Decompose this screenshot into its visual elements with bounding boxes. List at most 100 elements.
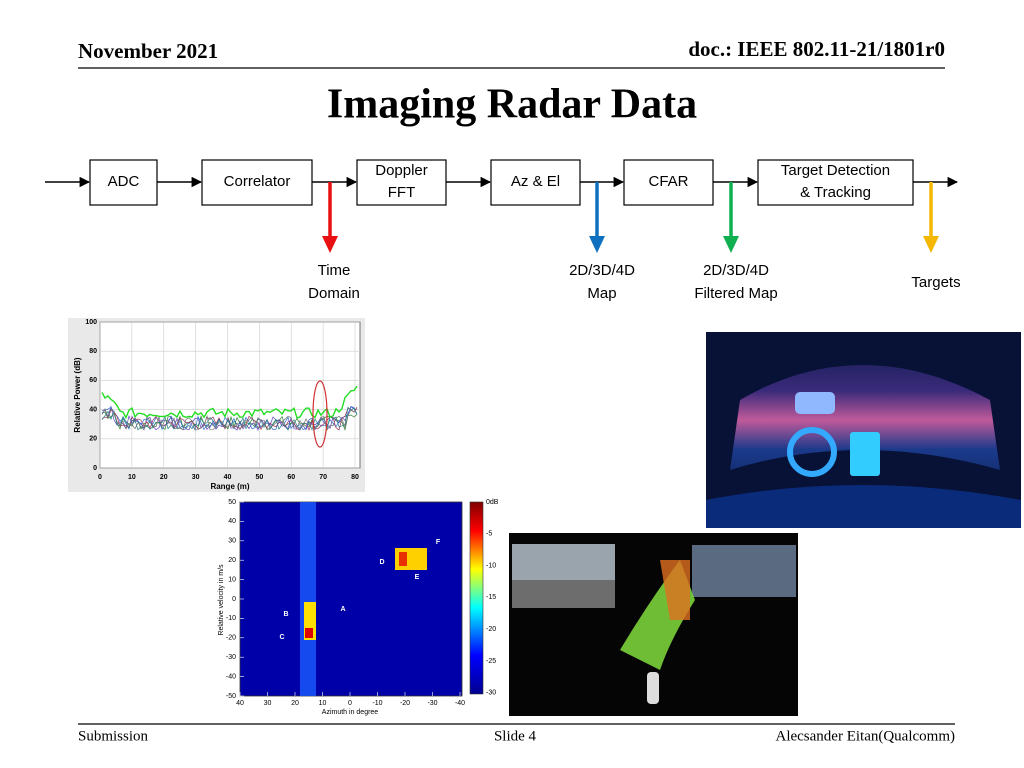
ego-car [647, 672, 659, 704]
colorbar-label: -10 [486, 562, 496, 569]
colorbar [469, 501, 484, 695]
noise-trace [101, 407, 358, 431]
heatmap-blob [305, 628, 313, 638]
y-tick-label: 80 [89, 348, 97, 355]
block [356, 159, 447, 206]
target-highlight [312, 380, 328, 448]
y-tick-label: -50 [226, 693, 236, 700]
heatmap-blob [399, 552, 407, 566]
footer-left: Submission [78, 728, 149, 744]
footer-right: Alecsander Eitan(Qualcomm) [775, 728, 955, 744]
colorbar-label: -15 [486, 594, 496, 601]
heatmap [239, 501, 463, 697]
block-label: FFT [388, 184, 416, 201]
y-tick-label: -20 [226, 635, 236, 642]
x-tick-label: 80 [351, 474, 359, 481]
dashboard [706, 485, 1021, 528]
x-tick-label: 60 [287, 474, 295, 481]
colorbar-label: -25 [486, 658, 496, 665]
block-label: Doppler [375, 162, 428, 179]
x-tick-label: 30 [264, 700, 272, 707]
point-label: E [415, 574, 420, 581]
y-tick-label: 50 [228, 499, 236, 506]
y-axis-label: Relative velocity in m/s [218, 564, 225, 636]
x-tick-label: 0 [348, 700, 352, 707]
point-label: F [436, 539, 441, 546]
x-tick-label: 50 [255, 474, 263, 481]
x-tick-label: 10 [319, 700, 327, 707]
point-label: A [340, 606, 345, 613]
output-label: 2D/3D/4D [703, 262, 769, 279]
point-label: B [283, 611, 288, 618]
output-label: Targets [911, 274, 960, 291]
output-label: 2D/3D/4D [569, 262, 635, 279]
output-arrowhead [322, 236, 338, 253]
steering-wheel [787, 427, 837, 477]
x-tick-label: 30 [192, 474, 200, 481]
point-label: D [379, 559, 384, 566]
x-axis-label: Range (m) [210, 482, 249, 491]
car-frame [706, 332, 1021, 528]
colorbar-label: -5 [486, 531, 492, 538]
output-label: Map [587, 285, 616, 302]
y-tick-label: 0 [232, 596, 236, 603]
colorbar-label: -20 [486, 626, 496, 633]
parking-inset [692, 545, 796, 597]
point-label: C [279, 634, 284, 641]
colorbar-label: 0dB [486, 499, 499, 506]
y-tick-label: 40 [89, 406, 97, 413]
car-image [706, 332, 1021, 528]
block-label: CFAR [648, 173, 688, 190]
tablet [850, 432, 880, 476]
block [201, 159, 313, 206]
header-date: November 2021 [78, 39, 218, 63]
output-arrowhead [923, 236, 939, 253]
y-axis-label: Relative Power (dB) [73, 357, 82, 432]
heatmap-stripe [300, 502, 316, 696]
y-tick-label: 20 [89, 436, 97, 443]
block-label: Target Detection [781, 162, 890, 179]
y-tick-label: 100 [85, 319, 97, 326]
x-tick-label: 20 [291, 700, 299, 707]
x-tick-label: 0 [98, 474, 102, 481]
camera-road [512, 580, 615, 608]
strong-trace [101, 385, 358, 420]
x-tick-label: -10 [372, 700, 382, 707]
output-label: Time [318, 262, 351, 279]
footer-center: Slide 4 [494, 728, 537, 744]
x-tick-label: -20 [400, 700, 410, 707]
x-tick-label: 20 [160, 474, 168, 481]
block-label: & Tracking [800, 184, 871, 201]
y-tick-label: -30 [226, 654, 236, 661]
y-tick-label: 10 [228, 576, 236, 583]
x-tick-label: -30 [427, 700, 437, 707]
y-tick-label: 30 [228, 538, 236, 545]
output-arrowhead [589, 236, 605, 253]
x-tick-label: 40 [236, 700, 244, 707]
y-tick-label: 0 [93, 465, 97, 472]
output-label: Filtered Map [694, 285, 777, 302]
block-diagram: ADC Correlator Doppler FFT Az & El CFAR Target… [45, 159, 961, 302]
car-icon [795, 392, 835, 414]
y-tick-label: 60 [89, 377, 97, 384]
x-axis-label: Azimuth in degree [322, 709, 379, 716]
output-arrowhead [723, 236, 739, 253]
x-tick-label: 10 [128, 474, 136, 481]
point-cloud [660, 560, 690, 620]
slide-title: Imaging Radar Data [327, 82, 697, 128]
x-tick-label: 40 [224, 474, 232, 481]
noise-trace [101, 408, 358, 431]
colorbar-label: -30 [486, 690, 496, 697]
header-doc: doc.: IEEE 802.11-21/1801r0 [688, 37, 945, 61]
x-tick-label: 70 [319, 474, 327, 481]
block-label: ADC [108, 173, 140, 190]
block-label: Correlator [224, 173, 291, 190]
block-label: Az & El [511, 173, 560, 190]
y-tick-label: -10 [226, 615, 236, 622]
output-label: Domain [308, 285, 360, 302]
x-tick-label: -40 [455, 700, 465, 707]
range-plot: 0 20 40 60 80 100 0 10 20 30 40 50 60 70 80 Range (m) Re… [68, 318, 365, 492]
lidar-image [509, 533, 798, 716]
